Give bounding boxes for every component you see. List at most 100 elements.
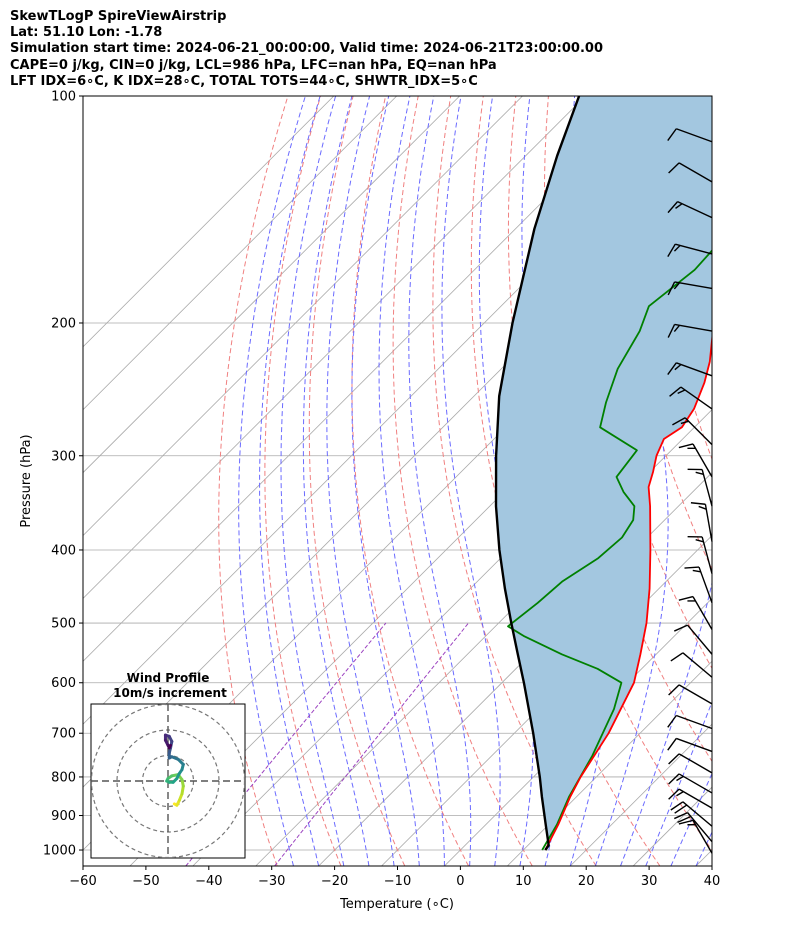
- barb-staff: [675, 243, 713, 255]
- barb-flag: [668, 753, 680, 765]
- y-tick-label: 200: [51, 316, 76, 331]
- y-tick-label: 300: [51, 449, 76, 464]
- wind-barb: [667, 200, 713, 219]
- barb-flag: [673, 624, 688, 632]
- moist-adiabat-line: [280, 96, 345, 866]
- dry-adiabat-line: [218, 96, 289, 866]
- dry-adiabat-line: [351, 96, 470, 866]
- moist-adiabat-line: [326, 96, 395, 866]
- y-tick-label: 600: [51, 676, 76, 691]
- time-line: Simulation start time: 2024-06-21_00:00:…: [10, 41, 603, 57]
- barb-flag: [667, 715, 677, 728]
- wind-barb: [673, 811, 713, 843]
- barb-flag: [668, 162, 680, 174]
- hodograph-segment: [167, 743, 173, 750]
- barb-staff: [687, 812, 713, 843]
- barb-staff: [678, 684, 713, 705]
- wind-barb: [687, 468, 713, 507]
- isotherm-line: [83, 96, 398, 411]
- y-tick-label: 900: [51, 809, 76, 824]
- moist-adiabat-line: [259, 96, 321, 866]
- barb-staff: [676, 714, 713, 730]
- barb-staff: [678, 773, 713, 794]
- barb-staff: [678, 162, 713, 183]
- parcel-line: [494, 96, 581, 851]
- y-axis-label: Pressure (hPa): [19, 434, 34, 527]
- barb-flag: [667, 738, 677, 751]
- wind-barb: [673, 624, 713, 655]
- wind-barb: [690, 502, 713, 542]
- barb-staff: [678, 788, 713, 809]
- x-tick-label: −20: [321, 874, 348, 889]
- wind-barb: [667, 362, 713, 377]
- barb-staff: [687, 624, 713, 655]
- temperature-line: [544, 331, 712, 851]
- wind-barb: [668, 162, 713, 183]
- moist-adiabat-line: [441, 96, 501, 866]
- y-tick-label: 800: [51, 770, 76, 785]
- isotherm-line: [83, 96, 523, 537]
- barb-staff: [674, 281, 713, 290]
- inset-subtitle: 10m/s increment: [113, 686, 227, 700]
- barb-staff: [684, 417, 713, 446]
- dry-adiabat-line: [710, 96, 712, 113]
- inset-title: Wind Profile: [127, 671, 210, 685]
- moist-adiabat-line: [238, 96, 306, 866]
- wind-barb: [687, 536, 713, 574]
- wind-barb: [667, 323, 713, 338]
- barb-staff: [682, 801, 713, 827]
- barb-flag: [676, 775, 684, 782]
- barb-flag: [680, 420, 689, 425]
- moist-adiabat-line: [302, 96, 370, 866]
- wind-barb: [667, 128, 713, 143]
- indices-line-2: LFT IDX=6∘C, K IDX=28∘C, TOTAL TOTS=44∘C…: [10, 73, 478, 89]
- barb-flag: [677, 389, 686, 395]
- barb-flag: [690, 502, 706, 505]
- isotherm-line: [507, 660, 712, 866]
- chart-header: SkewTLogP SpireViewAirstrip Lat: 51.10 L…: [10, 9, 603, 90]
- isotherm-line: [759, 96, 794, 866]
- barb-flag: [670, 801, 684, 811]
- wind-barb: [678, 443, 713, 478]
- moist-adiabat-line: [594, 96, 669, 866]
- barb-flag: [667, 362, 677, 375]
- barb-staff: [701, 469, 713, 507]
- x-tick-label: 10: [515, 874, 532, 889]
- barb-flag: [692, 569, 701, 573]
- y-tick-label: 1000: [43, 844, 76, 859]
- barb-flag: [667, 128, 677, 141]
- shaded-area: [496, 96, 712, 850]
- x-tick-label: −40: [195, 874, 222, 889]
- dry-adiabat-line: [432, 96, 597, 866]
- wind-barb: [670, 801, 713, 827]
- dewpoint-line: [507, 249, 712, 851]
- moist-adiabat-line: [645, 700, 712, 866]
- barb-staff: [701, 536, 713, 574]
- barb-flag: [678, 443, 694, 449]
- barb-flag: [673, 324, 681, 332]
- y-tick-label: 700: [51, 727, 76, 742]
- wind-profile-inset: [90, 703, 246, 859]
- barb-flag: [676, 791, 684, 797]
- dry-adiabat-line: [776, 96, 794, 866]
- axes: −60 −50 −40 −30 −20 −10 0 10 20 30 40 1000 900 800 700…: [43, 90, 720, 890]
- wind-barb: [667, 737, 713, 753]
- barb-staff: [698, 566, 713, 604]
- barb-flag: [667, 243, 676, 257]
- x-axis-label: Temperature (∘C): [339, 897, 454, 912]
- x-tick-label: −60: [69, 874, 96, 889]
- y-tick-label: 400: [51, 543, 76, 558]
- barb-flag: [674, 363, 682, 371]
- isotherm-line: [83, 96, 586, 599]
- x-tick-label: −30: [258, 874, 285, 889]
- barb-staff: [678, 753, 713, 774]
- barb-staff: [677, 200, 713, 219]
- wind-barb: [667, 714, 713, 730]
- barb-flag: [668, 773, 680, 785]
- barb-flag: [672, 417, 686, 426]
- isotherm-line: [83, 96, 335, 348]
- wind-barb: [667, 281, 713, 296]
- wind-barb: [668, 753, 713, 774]
- mixing-ratio-line: [274, 622, 469, 866]
